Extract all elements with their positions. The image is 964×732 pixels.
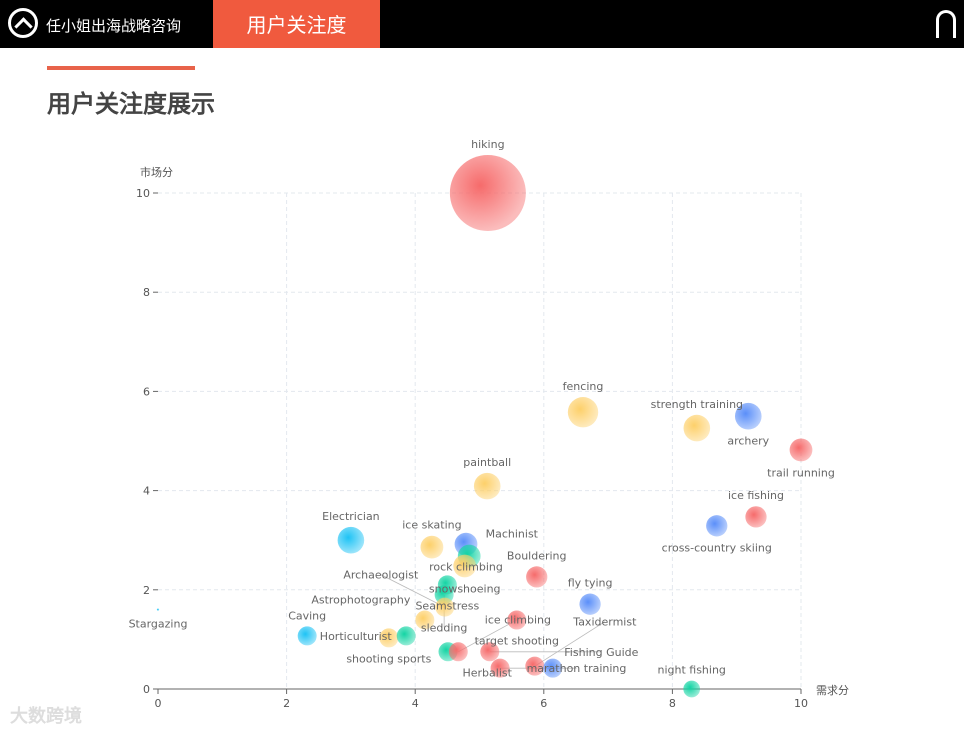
point-label: Herbalist	[462, 666, 512, 679]
point-label: ice skating	[402, 519, 461, 532]
label-leader-line	[534, 621, 606, 667]
bubble-point[interactable]	[490, 658, 510, 678]
bubble-point[interactable]	[525, 656, 545, 676]
arch-icon	[936, 10, 956, 38]
point-label: fencing	[563, 380, 604, 393]
bubble-point[interactable]	[567, 397, 599, 428]
mountain-circle-icon	[8, 8, 38, 38]
bubble-point[interactable]	[579, 593, 601, 615]
point-label: strength training	[651, 398, 743, 411]
point-label: fly tying	[568, 577, 613, 590]
brand-name: 任小姐出海战略咨询	[46, 17, 182, 35]
bubble-point[interactable]	[156, 608, 160, 611]
y-tick-label: 10	[136, 187, 150, 200]
point-label: archery	[727, 435, 769, 448]
point-label: Horticulturist	[320, 630, 393, 643]
point-label: paintball	[463, 456, 511, 469]
tab-user-attention[interactable]: 用户关注度	[213, 0, 380, 48]
point-label: Astrophotography	[311, 594, 411, 607]
bubble-point[interactable]	[734, 402, 762, 430]
bubble-point[interactable]	[706, 515, 728, 537]
bubble-point[interactable]	[396, 626, 416, 646]
x-tick-label: 2	[283, 697, 290, 710]
x-tick-label: 10	[794, 697, 808, 710]
bubble-point[interactable]	[420, 535, 444, 559]
bubble-point[interactable]	[507, 610, 527, 630]
point-label: Taxidermist	[572, 616, 637, 629]
bubble-point[interactable]	[789, 438, 813, 462]
label-leader-line	[380, 574, 445, 608]
bubble-point[interactable]	[415, 610, 435, 630]
top-bar: 任小姐出海战略咨询 用户关注度	[0, 0, 964, 48]
point-label: Archaeologist	[343, 569, 419, 582]
bubble-point[interactable]	[337, 526, 365, 554]
point-label: ice fishing	[728, 489, 784, 502]
y-tick-label: 6	[143, 385, 150, 398]
x-axis-label: 需求分	[816, 684, 849, 697]
point-label: Fishing Guide	[564, 646, 638, 659]
page-title: 用户关注度展示	[47, 90, 215, 118]
watermark: 大数跨境	[10, 706, 82, 727]
point-label: Machinist	[486, 528, 539, 541]
bubble-point[interactable]	[473, 472, 501, 500]
y-tick-label: 2	[143, 584, 150, 597]
point-label: snowshoeing	[429, 582, 501, 595]
bubble-point[interactable]	[297, 626, 317, 646]
point-label: trail running	[767, 466, 835, 479]
point-label: marathon training	[527, 662, 627, 675]
bubble-point[interactable]	[435, 597, 455, 617]
y-tick-label: 8	[143, 286, 150, 299]
point-label: ice climbing	[485, 613, 551, 626]
point-label: Caving	[288, 609, 326, 622]
point-label: Stargazing	[129, 618, 188, 631]
y-axis-label: 市场分	[140, 165, 173, 179]
point-label: cross-country skiing	[662, 541, 772, 554]
bubble-point[interactable]	[449, 155, 526, 231]
bubble-point[interactable]	[683, 680, 701, 698]
bubble-point[interactable]	[683, 414, 711, 442]
title-accent-bar	[47, 66, 195, 70]
point-label: Bouldering	[507, 549, 567, 562]
point-label: sledding	[421, 621, 468, 634]
x-tick-label: 6	[540, 697, 547, 710]
bubble-point[interactable]	[526, 566, 548, 588]
point-label: Electrician	[322, 510, 380, 523]
point-label: hiking	[471, 138, 504, 151]
bubble-point[interactable]	[448, 642, 468, 662]
bubble-point[interactable]	[379, 628, 399, 648]
point-label: night fishing	[657, 664, 725, 677]
point-label: shooting sports	[346, 652, 431, 665]
x-tick-label: 4	[412, 697, 419, 710]
bubble-point[interactable]	[453, 554, 477, 578]
point-label: target shooting	[475, 635, 559, 648]
point-label: Seamstress	[415, 599, 479, 612]
x-tick-label: 0	[155, 697, 162, 710]
label-leader-line	[458, 618, 519, 653]
bubble-point[interactable]	[480, 642, 500, 662]
bubble-point[interactable]	[543, 658, 563, 678]
bubble-point[interactable]	[745, 506, 767, 528]
y-tick-label: 4	[143, 485, 150, 498]
point-label: rock climbing	[429, 561, 503, 574]
x-tick-label: 8	[669, 697, 676, 710]
y-tick-label: 0	[143, 683, 150, 696]
